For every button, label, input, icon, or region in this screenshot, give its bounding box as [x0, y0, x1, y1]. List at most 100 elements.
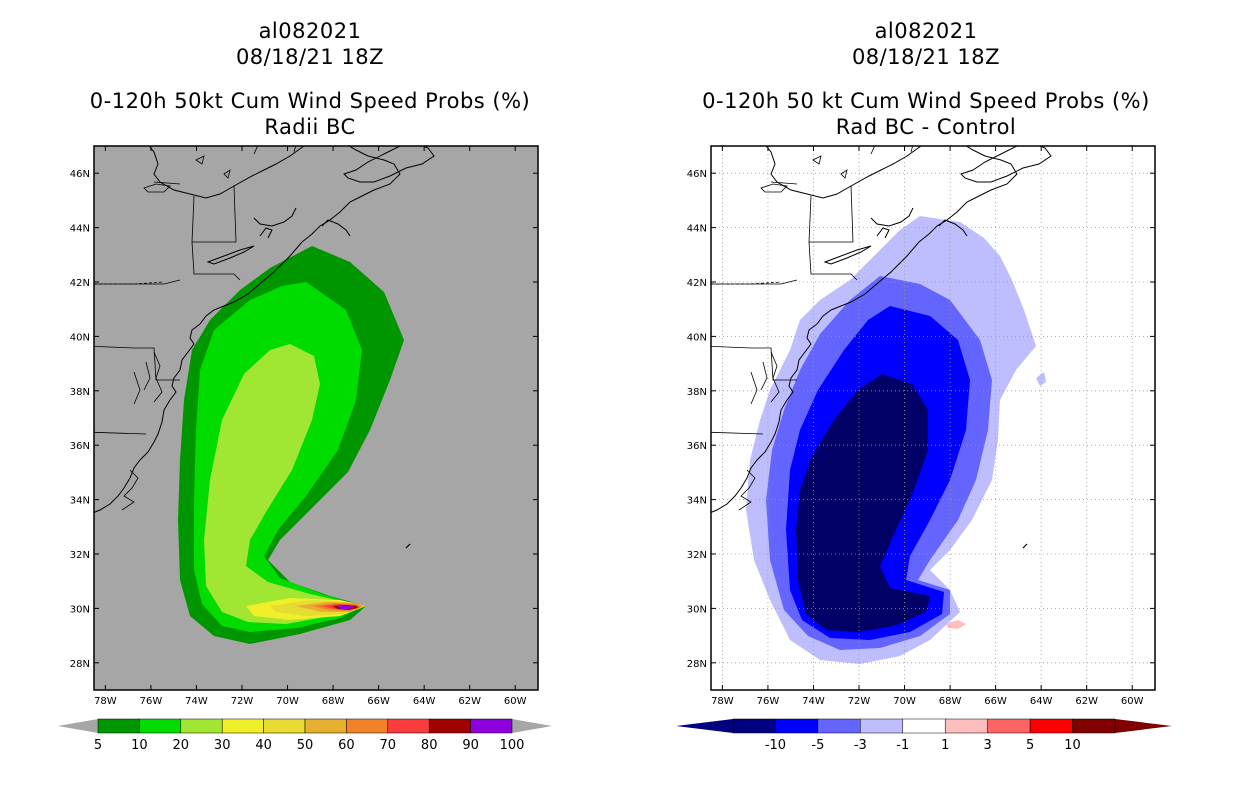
left-axis-ticks: 78W 76W 74W 72W 70W 68W 66W 64W 62W 60W 46N 44N 42N 4… [70, 146, 538, 707]
lat-tick-label: 32N [70, 550, 90, 561]
colorbar-swatch [97, 718, 140, 734]
left-chart-title: 0-120h 50kt Cum Wind Speed Probs (%) [89, 89, 531, 113]
right-title-block: al082021 08/18/21 18Z 0-120h 50 kt Cum W… [616, 18, 1236, 140]
colorbar-swatch [860, 718, 904, 734]
lat-tick-label: 42N [687, 278, 707, 289]
colorbar-label: 60 [338, 738, 355, 753]
right-axis-ticks: 78W 76W 74W 72W 70W 68W 66W 64W 62W 60W 46N 44N 42N 4… [687, 146, 1155, 707]
lon-tick-label: 62W [458, 696, 481, 707]
left-probability-contours [94, 146, 467, 644]
right-colorbar: -10 -5 -3 -1 1 3 5 10 [676, 718, 1172, 753]
right-gridlines [711, 146, 1155, 690]
colorbar-label: 30 [214, 738, 231, 753]
right-chart-subtitle: Rad BC - Control [835, 115, 1017, 139]
lon-tick-label: 76W [757, 696, 780, 707]
colorbar-label: 20 [173, 738, 190, 753]
lon-tick-label: 74W [185, 696, 208, 707]
colorbar-label: 10 [1064, 738, 1081, 753]
lat-tick-label: 40N [70, 332, 90, 343]
lon-tick-label: 70W [893, 696, 916, 707]
lat-tick-label: 34N [70, 496, 90, 507]
lon-tick-label: 62W [1075, 696, 1098, 707]
colorbar-swatch [221, 718, 264, 734]
colorbar-label: 1 [941, 738, 949, 753]
colorbar-swatch [346, 718, 389, 734]
left-contour-90 [338, 605, 354, 609]
left-datetime: 08/18/21 18Z [235, 45, 385, 69]
lon-tick-label: 66W [367, 696, 390, 707]
colorbar-label: -1 [896, 738, 909, 753]
right-contour-pos1 [946, 620, 966, 629]
colorbar-label: 70 [380, 738, 397, 753]
lat-tick-label: 40N [687, 332, 707, 343]
lat-tick-label: 44N [687, 224, 707, 235]
left-title-block: al082021 08/18/21 18Z 0-120h 50kt Cum Wi… [0, 18, 620, 140]
colorbar-label: 50 [297, 738, 314, 753]
colorbar-label: -10 [765, 738, 786, 753]
right-datetime: 08/18/21 18Z [851, 45, 1001, 69]
colorbar-label: 5 [94, 738, 102, 753]
lat-tick-label: 32N [687, 550, 707, 561]
lon-tick-label: 60W [1121, 696, 1144, 707]
left-colorbar-high-end [512, 719, 552, 733]
lon-tick-label: 68W [322, 696, 345, 707]
lat-tick-label: 38N [687, 387, 707, 398]
right-storm-id: al082021 [874, 19, 978, 43]
colorbar-label: 3 [984, 738, 992, 753]
lat-tick-label: 42N [70, 278, 90, 289]
colorbar-label: 100 [500, 738, 525, 753]
right-colorbar-high-end [1115, 719, 1172, 733]
lon-tick-label: 70W [276, 696, 299, 707]
right-contour-neg10 [796, 374, 930, 632]
colorbar-label: 90 [462, 738, 479, 753]
lon-tick-label: 68W [939, 696, 962, 707]
lat-tick-label: 34N [687, 496, 707, 507]
left-colorbar: 5 10 20 30 40 50 60 70 80 90 100 [58, 718, 552, 753]
left-contour-20 [204, 344, 362, 624]
lat-tick-label: 44N [70, 224, 90, 235]
colorbar-label: -3 [854, 738, 867, 753]
colorbar-swatch [1072, 718, 1116, 734]
colorbar-swatch [470, 718, 513, 734]
colorbar-swatch [304, 718, 347, 734]
lat-tick-label: 46N [687, 169, 707, 180]
colorbar-swatch [775, 718, 819, 734]
lon-tick-label: 66W [984, 696, 1007, 707]
lat-tick-label: 30N [70, 604, 90, 615]
colorbar-swatch [263, 718, 306, 734]
lon-tick-label: 60W [504, 696, 527, 707]
colorbar-swatch [987, 718, 1031, 734]
lat-tick-label: 36N [687, 441, 707, 452]
right-chart-title: 0-120h 50 kt Cum Wind Speed Probs (%) [702, 89, 1150, 113]
lon-tick-label: 78W [94, 696, 117, 707]
lon-tick-label: 72W [848, 696, 871, 707]
lat-tick-label: 46N [70, 169, 90, 180]
left-map [93, 145, 539, 691]
lat-tick-label: 30N [687, 604, 707, 615]
colorbar-label: 40 [255, 738, 272, 753]
lat-tick-label: 28N [70, 659, 90, 670]
lat-tick-label: 38N [70, 387, 90, 398]
lon-tick-label: 72W [231, 696, 254, 707]
colorbar-swatch [944, 718, 988, 734]
colorbar-swatch [902, 718, 946, 734]
left-chart-subtitle: Radii BC [264, 115, 356, 139]
lon-tick-label: 74W [802, 696, 825, 707]
lon-tick-label: 64W [413, 696, 436, 707]
lat-tick-label: 36N [70, 441, 90, 452]
colorbar-swatch [139, 718, 182, 734]
left-storm-id: al082021 [258, 19, 362, 43]
colorbar-swatch [817, 718, 861, 734]
lat-tick-label: 28N [687, 659, 707, 670]
colorbar-label: -5 [811, 738, 824, 753]
colorbar-swatch [428, 718, 471, 734]
right-map [710, 145, 1156, 691]
colorbar-label: 5 [1026, 738, 1034, 753]
lon-tick-label: 78W [711, 696, 734, 707]
colorbar-swatch [387, 718, 430, 734]
colorbar-swatch [732, 718, 776, 734]
colorbar-swatch [180, 718, 223, 734]
right-difference-contours [711, 146, 1155, 690]
lon-tick-label: 76W [140, 696, 163, 707]
